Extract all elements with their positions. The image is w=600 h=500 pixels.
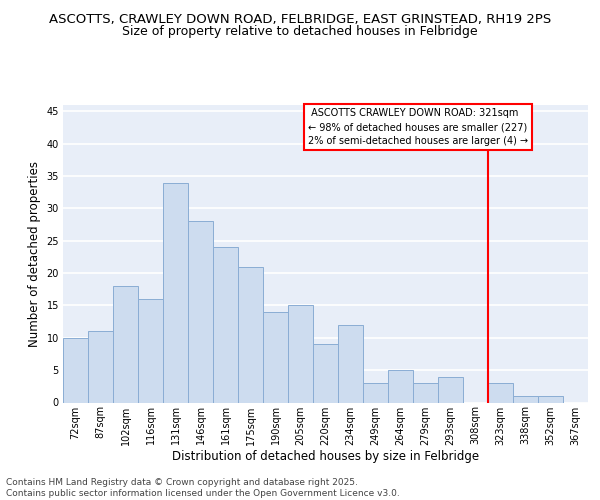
Bar [363, 383, 388, 402]
Text: Contains HM Land Registry data © Crown copyright and database right 2025.
Contai: Contains HM Land Registry data © Crown c… [6, 478, 400, 498]
Bar [138, 299, 163, 403]
X-axis label: Distribution of detached houses by size in Felbridge: Distribution of detached houses by size … [172, 450, 479, 463]
Bar [313, 344, 338, 403]
Bar [88, 332, 113, 402]
Text: Size of property relative to detached houses in Felbridge: Size of property relative to detached ho… [122, 25, 478, 38]
Bar [338, 325, 363, 402]
Bar [238, 266, 263, 402]
Text: ASCOTTS, CRAWLEY DOWN ROAD, FELBRIDGE, EAST GRINSTEAD, RH19 2PS: ASCOTTS, CRAWLEY DOWN ROAD, FELBRIDGE, E… [49, 12, 551, 26]
Bar [288, 306, 313, 402]
Y-axis label: Number of detached properties: Number of detached properties [28, 161, 41, 347]
Bar [513, 396, 538, 402]
Bar [413, 383, 438, 402]
Bar [438, 376, 463, 402]
Bar [188, 222, 213, 402]
Bar [163, 182, 188, 402]
Bar [113, 286, 138, 403]
Bar [488, 383, 513, 402]
Bar [263, 312, 288, 402]
Text: ASCOTTS CRAWLEY DOWN ROAD: 321sqm
← 98% of detached houses are smaller (227)
2% : ASCOTTS CRAWLEY DOWN ROAD: 321sqm ← 98% … [308, 108, 528, 146]
Bar [538, 396, 563, 402]
Bar [63, 338, 88, 402]
Bar [388, 370, 413, 402]
Bar [213, 248, 238, 402]
